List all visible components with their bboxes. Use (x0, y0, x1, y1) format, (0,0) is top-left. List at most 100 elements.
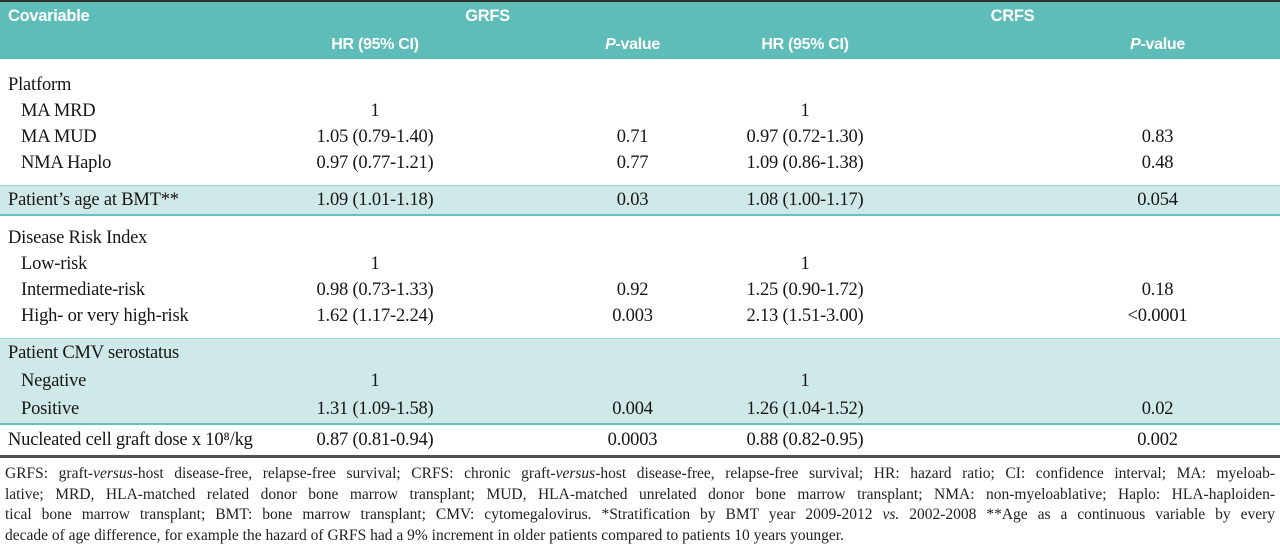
covariable-cell: Negative (0, 367, 230, 395)
table-row: MA MRD 1 1 (0, 98, 1280, 124)
table-body: Platform MA MRD 1 1 MA MUD 1.05 (0.79-1.40) 0.… (0, 59, 1280, 458)
covariable-cell: Nucleated cell graft dose x 10⁸/kg (0, 424, 253, 458)
grfs-hr-header: HR (95% CI) (230, 31, 520, 59)
crfs-pvalue-cell: 0.02 (985, 395, 1280, 425)
pvalue-rest: -value (1140, 36, 1185, 53)
table-row: Low-risk 1 1 (0, 251, 1280, 277)
header-sub-row: HR (95% CI) P-value HR (95% CI) P-value (0, 31, 1280, 59)
grfs-pvalue-cell (520, 367, 746, 395)
covariable-cell: High- or very high-risk (21, 305, 189, 326)
crfs-hr-header: HR (95% CI) (745, 31, 986, 59)
grfs-pvalue-cell: 0.0003 (520, 424, 746, 458)
crfs-pvalue-header: P-value (985, 31, 1280, 59)
crfs-hr-cell (745, 338, 986, 367)
grfs-hr-cell: 1 (230, 367, 520, 395)
covariable-cell: Disease Risk Index (8, 227, 148, 248)
grfs-hr-cell: 1.05 (0.79-1.40) (316, 126, 434, 147)
table-row: Negative 1 1 (0, 367, 1280, 395)
footnote-text-run: versus (555, 465, 596, 482)
results-table: Covariable GRFS CRFS HR (95% CI) P-value… (0, 0, 1280, 458)
crfs-hr-cell: 0.97 (0.72-1.30) (746, 126, 864, 147)
crfs-pvalue-cell (985, 367, 1280, 395)
covariable-cell: Patient CMV serostatus (0, 338, 230, 367)
footnote-line: lative; MRD, HLA-matched related donor b… (5, 485, 1275, 506)
pvalue-italic-p: P (1130, 36, 1141, 53)
table-row: Nucleated cell graft dose x 10⁸/kg 0.87 (… (0, 424, 1280, 458)
spacer-cell (0, 176, 1280, 186)
crfs-hr-cell: 1.09 (0.86-1.38) (746, 152, 864, 173)
table-row: NMA Haplo 0.97 (0.77-1.21) 0.77 1.09 (0.86-… (0, 150, 1280, 176)
grfs-hr-cell: 0.98 (0.73-1.33) (316, 279, 434, 300)
section-spacer (0, 59, 1280, 72)
crfs-pvalue-cell: <0.0001 (1127, 305, 1188, 326)
footnote-text-run: 2002-2008 **Age as a continuous variable… (899, 506, 1275, 523)
covariable-cell: Patient’s age at BMT** (0, 185, 230, 216)
grfs-pvalue-cell: 0.03 (520, 185, 746, 216)
crfs-pvalue-cell (985, 338, 1280, 367)
grfs-hr-cell (230, 225, 520, 251)
footnote: GRFS: graft-versus-host disease-free, re… (0, 458, 1280, 546)
crfs-group-header: CRFS (745, 1, 1280, 31)
grfs-pvalue-cell (520, 98, 745, 124)
grfs-pvalue-cell (520, 338, 746, 367)
crfs-hr-cell: 1.25 (0.90-1.72) (746, 279, 864, 300)
table-row: Positive 1.31 (1.09-1.58) 0.004 1.26 (1.04-… (0, 395, 1280, 425)
table-row: Intermediate-risk 0.98 (0.73-1.33) 0.92 1.2… (0, 277, 1280, 303)
spacer-cell (0, 59, 1280, 72)
section-spacer (0, 176, 1280, 186)
grfs-pvalue-cell: 0.004 (520, 395, 746, 425)
grfs-hr-cell: 0.87 (0.81-0.94) (230, 424, 520, 458)
footnote-text-run: -host disease-free, relapse-free surviva… (595, 465, 1275, 482)
pvalue-rest: -value (615, 36, 660, 53)
covariable-cell: NMA Haplo (21, 152, 112, 173)
grfs-pvalue-header: P-value (520, 31, 746, 59)
footnote-text-run: GRFS: graft- (5, 465, 94, 482)
crfs-hr-cell (745, 225, 985, 251)
grfs-hr-cell: 0.97 (0.77-1.21) (316, 152, 434, 173)
grfs-pvalue-cell: 0.92 (616, 279, 649, 300)
footnote-text-run: tical bone marrow transplant; BMT: bone … (5, 506, 883, 523)
grfs-hr-cell: 1 (370, 100, 380, 121)
header-group-row: Covariable GRFS CRFS (0, 1, 1280, 31)
crfs-pvalue-cell (985, 251, 1280, 277)
crfs-pvalue-cell: 0.48 (1141, 152, 1174, 173)
covariable-cell: Positive (0, 395, 230, 425)
covariable-cell: Platform (8, 74, 72, 95)
footnote-line: decade of age difference, for example th… (5, 526, 1275, 547)
table-row: Platform (0, 72, 1280, 98)
footnote-text-run: versus (93, 465, 133, 482)
crfs-hr-cell: 1 (800, 100, 810, 121)
grfs-hr-cell (230, 72, 520, 98)
crfs-hr-cell: 1 (800, 253, 810, 274)
grfs-hr-cell: 1.31 (1.09-1.58) (230, 395, 520, 425)
grfs-hr-cell: 1 (370, 253, 380, 274)
covariable-cell: MA MRD (21, 100, 96, 121)
grfs-hr-cell (230, 338, 520, 367)
grfs-pvalue-cell (520, 72, 745, 98)
spacer-cell (0, 329, 1280, 339)
pvalue-italic-p: P (605, 36, 616, 53)
footnote-line: GRFS: graft-versus-host disease-free, re… (5, 464, 1275, 485)
grfs-hr-cell: 1.62 (1.17-2.24) (316, 305, 434, 326)
covariable-header: Covariable (0, 1, 230, 31)
covariable-cell: MA MUD (21, 126, 97, 147)
covariable-cell: Intermediate-risk (21, 279, 145, 300)
footnote-line: tical bone marrow transplant; BMT: bone … (5, 505, 1275, 526)
crfs-pvalue-cell: 0.18 (1141, 279, 1174, 300)
table-row: High- or very high-risk 1.62 (1.17-2.24) 0… (0, 303, 1280, 329)
footnote-text-run: lative; MRD, HLA-matched related donor b… (5, 485, 1275, 503)
table-row: Patient CMV serostatus (0, 338, 1280, 367)
crfs-pvalue-cell (985, 225, 1280, 251)
crfs-hr-cell: 1.08 (1.00-1.17) (745, 185, 986, 216)
grfs-pvalue-cell: 0.71 (616, 126, 649, 147)
table-row: MA MUD 1.05 (0.79-1.40) 0.71 0.97 (0.72-1.3… (0, 124, 1280, 150)
crfs-pvalue-cell: 0.002 (985, 424, 1280, 458)
footnote-text-run: decade of age difference, for example th… (5, 526, 844, 544)
grfs-pvalue-cell: 0.77 (616, 152, 649, 173)
covariable-cell: Low-risk (21, 253, 88, 274)
crfs-pvalue-cell: 0.83 (1141, 126, 1174, 147)
crfs-hr-cell: 2.13 (1.51-3.00) (746, 305, 864, 326)
grfs-pvalue-cell (520, 225, 745, 251)
footnote-text-run: vs. (882, 506, 900, 523)
table-row: Patient’s age at BMT** 1.09 (1.01-1.18) 0.… (0, 185, 1280, 216)
